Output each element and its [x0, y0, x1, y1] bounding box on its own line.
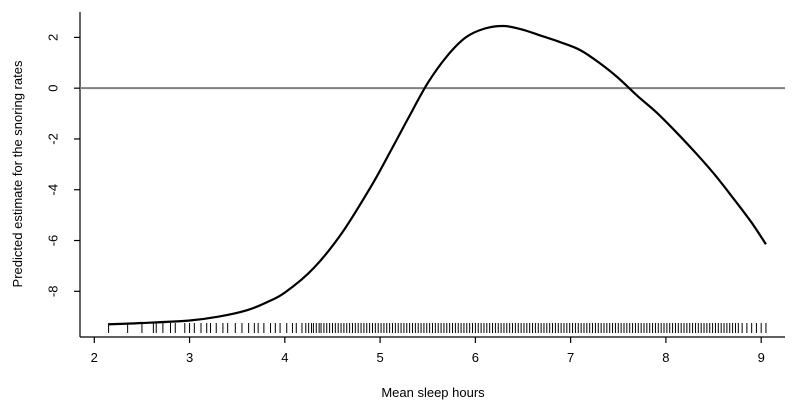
- x-tick-label: 2: [91, 350, 98, 365]
- y-tick-label: 2: [46, 34, 61, 41]
- x-tick-label: 5: [376, 350, 383, 365]
- x-tick-label: 9: [758, 350, 765, 365]
- x-tick-label: 7: [567, 350, 574, 365]
- y-tick-label: -2: [46, 133, 61, 145]
- y-tick-label: -4: [46, 184, 61, 196]
- rug-layer: [108, 323, 767, 333]
- x-tick-label: 6: [472, 350, 479, 365]
- x-axis-title: Mean sleep hours: [381, 385, 485, 400]
- y-axis-title: Predicted estimate for the snoring rates: [10, 60, 25, 287]
- y-tick-label: 0: [46, 85, 61, 92]
- x-tick-label: 4: [281, 350, 288, 365]
- x-tick-label: 8: [662, 350, 669, 365]
- estimate-curve: [108, 24, 767, 326]
- x-ticks: 2 3 4 5 6 7 8 9: [91, 337, 765, 365]
- series-layer: [108, 24, 767, 326]
- y-ticks: -8 -6 -4 -2 0 2: [46, 34, 80, 298]
- y-tick-label: -6: [46, 235, 61, 247]
- x-tick-label: 3: [186, 350, 193, 365]
- y-tick-label: -8: [46, 286, 61, 298]
